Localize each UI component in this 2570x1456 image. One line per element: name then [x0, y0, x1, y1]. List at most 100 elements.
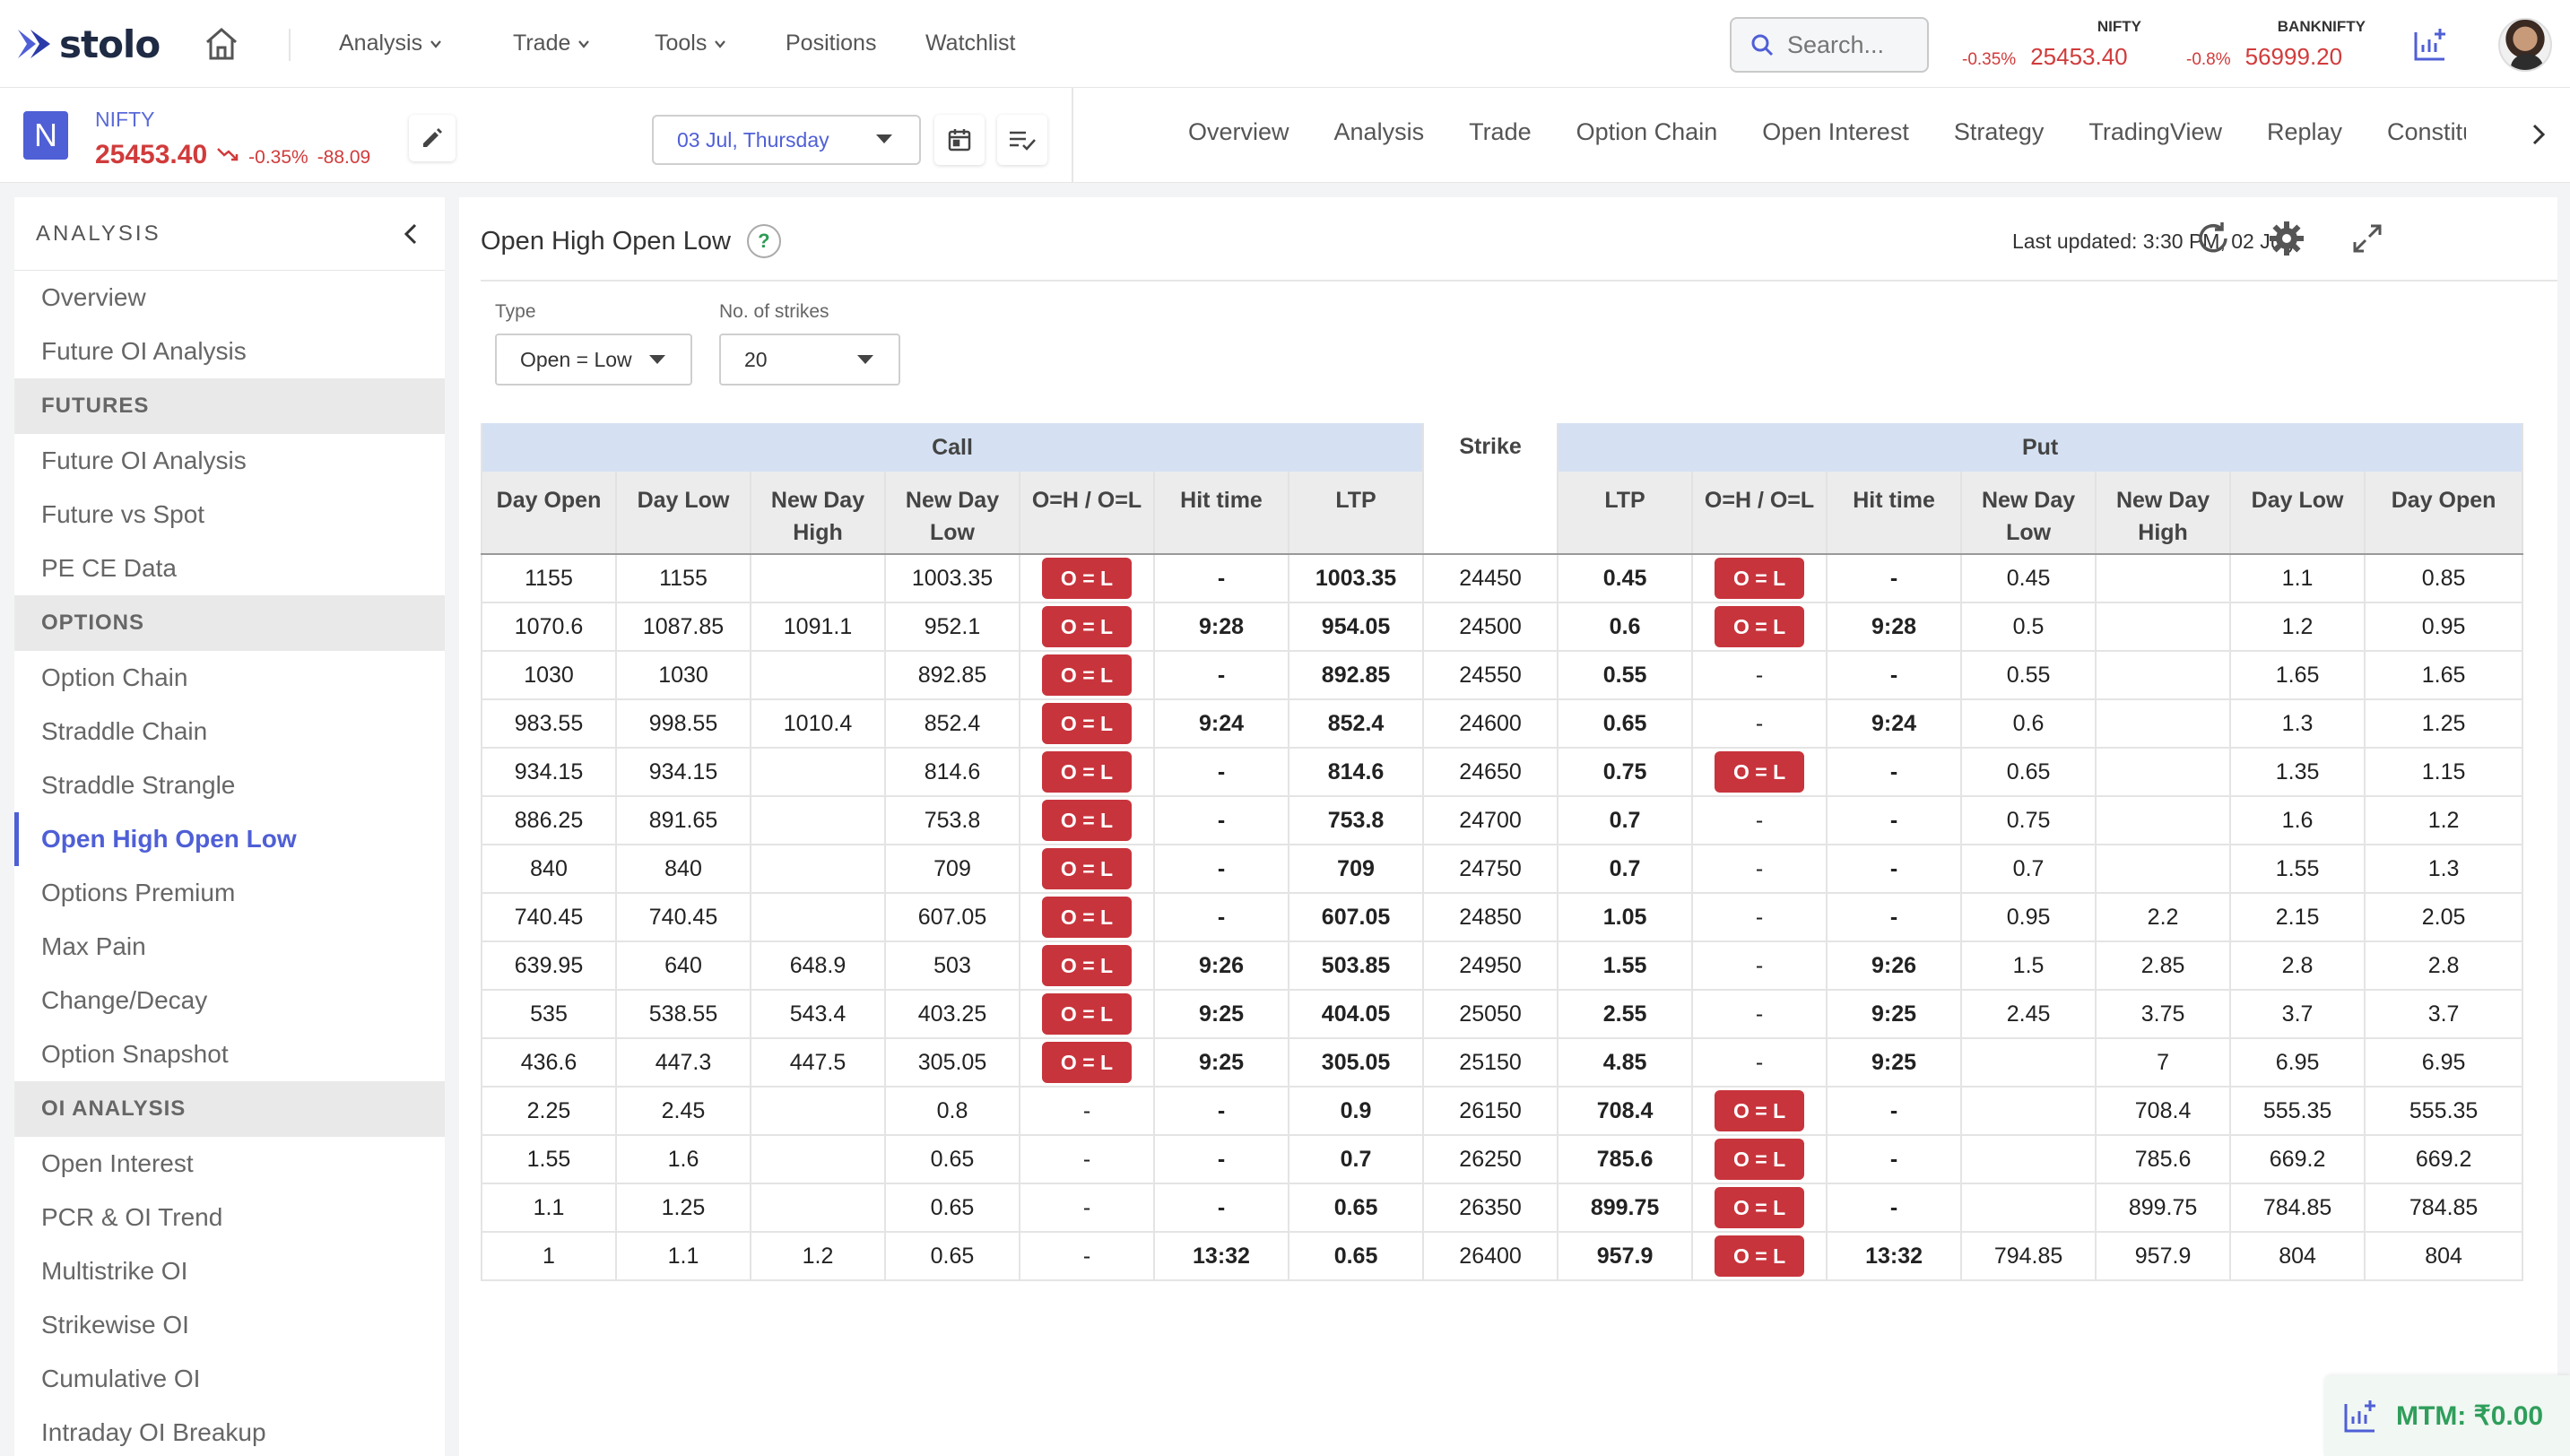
- symbol-name[interactable]: NIFTY: [95, 108, 155, 131]
- tab-analysis[interactable]: Analysis: [1333, 118, 1425, 145]
- ohol-badge[interactable]: O = L: [1715, 751, 1805, 793]
- put-col-header[interactable]: Day Low: [2230, 472, 2366, 555]
- ohol-badge[interactable]: O = L: [1042, 751, 1132, 793]
- expiry-select[interactable]: 03 Jul, Thursday: [652, 115, 921, 165]
- gear-icon[interactable]: [2267, 219, 2306, 258]
- calendar-button[interactable]: [934, 115, 985, 165]
- ohol-badge[interactable]: O = L: [1715, 1090, 1805, 1131]
- call-col-header[interactable]: LTP: [1289, 472, 1425, 555]
- ohol-badge[interactable]: O = L: [1042, 1042, 1132, 1083]
- put-cell: 6.95: [2230, 1038, 2366, 1088]
- sidebar-item-future-oi-analysis[interactable]: Future OI Analysis: [41, 446, 247, 474]
- sidebar-item-intraday-oi-breakup[interactable]: Intraday OI Breakup: [41, 1418, 266, 1446]
- put-col-header[interactable]: Day Open: [2365, 472, 2524, 555]
- user-avatar[interactable]: [2498, 18, 2552, 72]
- sidebar-item-strikewise-oi[interactable]: Strikewise OI: [41, 1311, 189, 1339]
- tab-tradingview[interactable]: TradingView: [2088, 118, 2222, 145]
- nav-menu-positions[interactable]: Positions: [786, 30, 876, 56]
- ohol-badge[interactable]: O = L: [1715, 1139, 1805, 1180]
- ohol-badge[interactable]: O = L: [1042, 654, 1132, 696]
- add-chart-icon[interactable]: [2412, 25, 2450, 63]
- sidebar-item-straddle-strangle[interactable]: Straddle Strangle: [41, 771, 236, 799]
- nifty-index[interactable]: NIFTY -0.35% 25453.40: [1962, 18, 2141, 71]
- put-col-header[interactable]: O=H / O=L: [1692, 472, 1828, 555]
- help-icon[interactable]: ?: [746, 224, 781, 258]
- call-col-header[interactable]: New Day High: [751, 472, 886, 555]
- tab-constituents[interactable]: Constituents: [2387, 118, 2466, 145]
- search-box[interactable]: [1730, 17, 1929, 73]
- ohol-badge[interactable]: O = L: [1042, 945, 1132, 986]
- home-icon[interactable]: [203, 25, 240, 63]
- put-cell: 0.6: [1961, 699, 2097, 749]
- ohol-badge[interactable]: O = L: [1715, 1235, 1805, 1277]
- put-col-header[interactable]: Hit time: [1827, 472, 1963, 555]
- banknifty-index[interactable]: BANKNIFTY -0.8% 56999.20: [2186, 18, 2366, 71]
- strikes-select[interactable]: 20: [719, 334, 900, 386]
- put-cell: -: [1827, 651, 1963, 700]
- put-col-header[interactable]: LTP: [1558, 472, 1694, 555]
- put-col-header[interactable]: New Day High: [2096, 472, 2232, 555]
- sidebar-item-pe-ce-data[interactable]: PE CE Data: [41, 554, 177, 582]
- ohol-badge[interactable]: O = L: [1715, 1187, 1805, 1228]
- chevron-right-icon[interactable]: [2525, 122, 2550, 147]
- tab-trade[interactable]: Trade: [1469, 118, 1532, 145]
- tab-open-interest[interactable]: Open Interest: [1762, 118, 1909, 145]
- nav-menu-trade[interactable]: Trade: [513, 30, 590, 56]
- tab-strategy[interactable]: Strategy: [1953, 118, 2045, 145]
- ohol-badge[interactable]: O = L: [1715, 606, 1805, 647]
- put-cell: 555.35: [2230, 1087, 2366, 1136]
- sidebar-item-multistrike-oi[interactable]: Multistrike OI: [41, 1257, 188, 1285]
- sidebar-item-open-interest[interactable]: Open Interest: [41, 1149, 194, 1177]
- put-col-header[interactable]: New Day Low: [1961, 472, 2097, 555]
- call-col-header[interactable]: New Day Low: [885, 472, 1020, 555]
- sidebar-item-pcr-oi-trend[interactable]: PCR & OI Trend: [41, 1203, 223, 1231]
- mtm-widget[interactable]: MTM: ₹0.00: [2324, 1375, 2570, 1456]
- sidebar-item-open-high-open-low[interactable]: Open High Open Low: [14, 812, 445, 866]
- put-cell: 1.6: [2230, 796, 2366, 845]
- sidebar-item-options-premium[interactable]: Options Premium: [41, 879, 236, 906]
- ohol-badge[interactable]: O = L: [1042, 606, 1132, 647]
- call-cell: -: [1154, 1135, 1289, 1184]
- put-cell: 0.55: [1558, 651, 1694, 700]
- expand-icon[interactable]: [2348, 219, 2387, 258]
- logo[interactable]: stolo: [16, 20, 161, 68]
- sidebar-item-straddle-chain[interactable]: Straddle Chain: [41, 717, 208, 745]
- sidebar-item-max-pain[interactable]: Max Pain: [41, 932, 146, 960]
- sidebar-item-cumulative-oi[interactable]: Cumulative OI: [41, 1365, 201, 1392]
- put-cell: 9:24: [1827, 699, 1963, 749]
- tab-option-chain[interactable]: Option Chain: [1576, 118, 1718, 145]
- call-cell: 709: [885, 845, 1020, 894]
- sidebar-item-option-chain[interactable]: Option Chain: [41, 663, 188, 691]
- sidebar-item-future-oi-analysis[interactable]: Future OI Analysis: [41, 337, 247, 365]
- sidebar-item-option-snapshot[interactable]: Option Snapshot: [41, 1040, 229, 1068]
- put-cell: -: [1827, 1183, 1963, 1233]
- call-col-header[interactable]: Day Low: [616, 472, 751, 555]
- ohol-badge[interactable]: O = L: [1042, 800, 1132, 841]
- ohol-badge[interactable]: O = L: [1042, 558, 1132, 599]
- ohol-badge[interactable]: O = L: [1042, 897, 1132, 938]
- sidebar-item-future-vs-spot[interactable]: Future vs Spot: [41, 500, 205, 528]
- chevron-left-icon[interactable]: [400, 222, 423, 246]
- search-input[interactable]: [1787, 30, 1913, 59]
- ohol-badge[interactable]: O = L: [1042, 848, 1132, 889]
- call-col-header[interactable]: Day Open: [481, 472, 617, 555]
- nav-menu-watchlist[interactable]: Watchlist: [925, 30, 1015, 56]
- call-cell: 934.15: [616, 748, 751, 797]
- list-check-button[interactable]: [997, 115, 1047, 165]
- sidebar-item-change-decay[interactable]: Change/Decay: [41, 986, 208, 1014]
- nav-menu-tools[interactable]: Tools: [655, 30, 726, 56]
- sidebar-item-overview[interactable]: Overview: [41, 283, 146, 311]
- ohol-badge[interactable]: O = L: [1042, 703, 1132, 744]
- ohol-badge[interactable]: O = L: [1715, 558, 1805, 599]
- type-select[interactable]: Open = Low: [495, 334, 692, 386]
- tab-overview[interactable]: Overview: [1188, 118, 1289, 145]
- nav-menu-label: Tools: [655, 30, 708, 56]
- ohol-badge[interactable]: O = L: [1042, 993, 1132, 1035]
- refresh-icon[interactable]: [2193, 219, 2233, 258]
- tab-replay[interactable]: Replay: [2266, 118, 2343, 145]
- call-col-header[interactable]: O=H / O=L: [1020, 472, 1155, 555]
- put-cell: 3.7: [2230, 990, 2366, 1039]
- nav-menu-analysis[interactable]: Analysis: [339, 30, 442, 56]
- call-col-header[interactable]: Hit time: [1154, 472, 1289, 555]
- edit-symbol-button[interactable]: [409, 115, 456, 161]
